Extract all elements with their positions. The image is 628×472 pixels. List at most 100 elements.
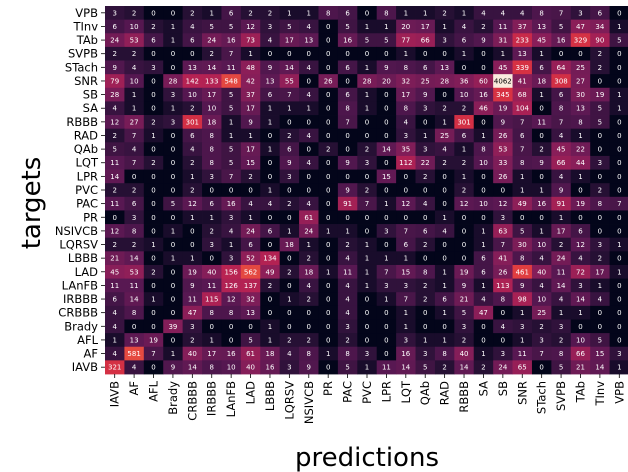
- heatmap-cell: [376, 305, 397, 320]
- heatmap-cell: [105, 305, 125, 320]
- heatmap-cell: [415, 196, 436, 211]
- cell-value-label: 1: [404, 9, 408, 17]
- heatmap-cell: [590, 33, 610, 48]
- heatmap-cell: [299, 237, 319, 252]
- cell-value-label: 1: [617, 105, 621, 113]
- heatmap-cell: [260, 169, 281, 184]
- heatmap-cell: [202, 19, 222, 34]
- heatmap-cell: [105, 60, 125, 75]
- cell-value-label: 25: [421, 77, 430, 85]
- heatmap-cell: [221, 224, 242, 239]
- cell-value-label: 3: [229, 255, 233, 263]
- cell-value-label: 0: [345, 77, 349, 85]
- cell-value-label: 11: [343, 268, 352, 276]
- heatmap-cell: [376, 196, 397, 211]
- cell-value-label: 0: [326, 214, 330, 222]
- heatmap-cell: [590, 264, 610, 279]
- cell-value-label: 1: [365, 241, 369, 249]
- y-tick-label: AF: [84, 347, 98, 361]
- y-tick-label: LQT: [76, 156, 99, 170]
- x-tick-label: SA: [476, 381, 490, 397]
- heatmap-cell: [454, 319, 475, 334]
- cell-value-label: 0: [481, 64, 485, 72]
- heatmap-cell: [279, 237, 300, 252]
- heatmap-cell: [609, 264, 628, 279]
- cell-value-label: 2: [190, 187, 194, 195]
- cell-value-label: 7: [501, 241, 505, 249]
- cell-value-label: 2: [287, 132, 291, 140]
- cell-value-label: 1: [578, 132, 582, 140]
- cell-value-label: 3: [404, 132, 408, 140]
- cell-value-label: 0: [539, 173, 543, 181]
- heatmap-cell: [240, 346, 261, 361]
- cell-value-label: 1: [326, 227, 330, 235]
- heatmap-cell: [182, 264, 203, 279]
- heatmap-cell: [299, 142, 319, 157]
- heatmap-cell: [202, 183, 222, 198]
- cell-value-label: 40: [537, 268, 546, 276]
- cell-value-label: 4: [501, 9, 506, 17]
- heatmap-cell: [182, 224, 203, 239]
- cell-value-label: 4: [345, 309, 350, 317]
- heatmap-cell: [163, 155, 184, 170]
- heatmap-cell: [260, 264, 281, 279]
- cell-value-label: 13: [518, 50, 527, 58]
- heatmap-cell: [299, 46, 319, 61]
- cell-value-label: 0: [345, 132, 349, 140]
- cell-value-label: 2: [132, 241, 136, 249]
- cell-value-label: 17: [285, 37, 294, 45]
- cell-value-label: 1: [462, 9, 466, 17]
- heatmap-cell: [473, 60, 494, 75]
- cell-value-label: 5: [112, 146, 116, 154]
- heatmap-cell: [609, 155, 628, 170]
- cell-value-label: 2: [210, 227, 214, 235]
- heatmap-cell: [570, 278, 591, 293]
- heatmap-cell: [163, 19, 184, 34]
- heatmap-cell: [279, 169, 300, 184]
- cell-value-label: 1: [442, 336, 446, 344]
- cell-value-label: 2: [462, 105, 466, 113]
- heatmap-cell: [454, 183, 475, 198]
- cell-value-label: 0: [307, 77, 311, 85]
- cell-value-label: 72: [576, 268, 585, 276]
- cell-value-label: 17: [421, 23, 430, 31]
- heatmap-cell: [551, 196, 572, 211]
- y-tick-label: LBBB: [68, 251, 98, 265]
- heatmap-cell: [531, 278, 552, 293]
- cell-value-label: 4: [112, 350, 117, 358]
- cell-value-label: 3: [423, 146, 427, 154]
- heatmap-cell: [182, 46, 203, 61]
- cell-value-label: 6: [559, 91, 564, 99]
- heatmap-cell: [493, 210, 513, 225]
- heatmap-cell: [415, 210, 436, 225]
- cell-value-label: 1: [112, 336, 116, 344]
- heatmap-cell: [396, 319, 416, 334]
- heatmap-cell: [337, 196, 358, 211]
- heatmap-cell: [609, 196, 628, 211]
- cell-value-label: 4: [345, 255, 350, 263]
- cell-value-label: 1: [539, 227, 543, 235]
- cell-value-label: 0: [171, 309, 175, 317]
- y-tick-label: CRBBB: [58, 306, 98, 320]
- heatmap-cell: [163, 183, 184, 198]
- cell-value-label: 0: [501, 187, 505, 195]
- heatmap-cell: [279, 128, 300, 143]
- cell-value-label: 0: [442, 187, 446, 195]
- heatmap-cell: [337, 115, 358, 130]
- cell-value-label: 0: [365, 132, 369, 140]
- heatmap-cell: [240, 251, 261, 266]
- cell-value-label: 30: [576, 91, 585, 99]
- heatmap-cell: [163, 237, 184, 252]
- cell-value-label: 1: [151, 296, 155, 304]
- cell-value-label: 3: [423, 105, 427, 113]
- cell-value-label: 8: [423, 268, 427, 276]
- cell-value-label: 13: [304, 37, 313, 45]
- heatmap-cell: [454, 278, 475, 293]
- heatmap-cell: [143, 360, 164, 375]
- heatmap-cell: [473, 319, 494, 334]
- heatmap-cell: [279, 115, 300, 130]
- cell-value-label: 3: [617, 350, 621, 358]
- cell-value-label: 0: [365, 336, 369, 344]
- heatmap-cell: [473, 237, 494, 252]
- cell-value-label: 24: [246, 227, 255, 235]
